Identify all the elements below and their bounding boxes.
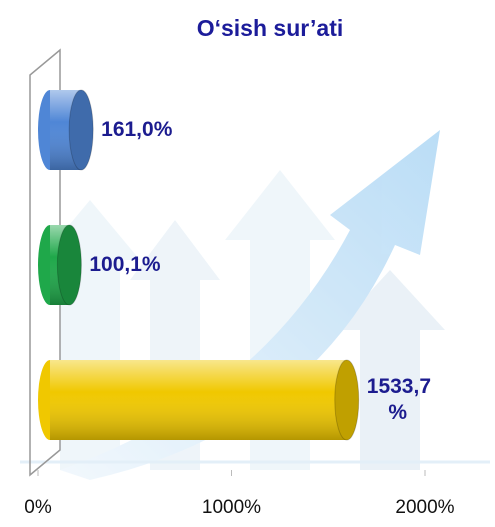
- bar-cap: [56, 224, 82, 306]
- value-label: 100,1%: [89, 253, 161, 276]
- value-label: 1533,7 %: [366, 375, 431, 424]
- value-label: 161,0%: [101, 118, 173, 141]
- x-tick-label: 0%: [24, 497, 52, 518]
- bar-shade: [50, 360, 347, 440]
- x-tick-label: 1000%: [202, 497, 261, 518]
- bar-cap: [334, 359, 360, 441]
- chart-title: O‘sish sur’ati: [197, 15, 344, 41]
- bar-cap: [68, 89, 94, 171]
- x-tick-label: 2000%: [395, 497, 454, 518]
- axis-floor: [29, 449, 61, 476]
